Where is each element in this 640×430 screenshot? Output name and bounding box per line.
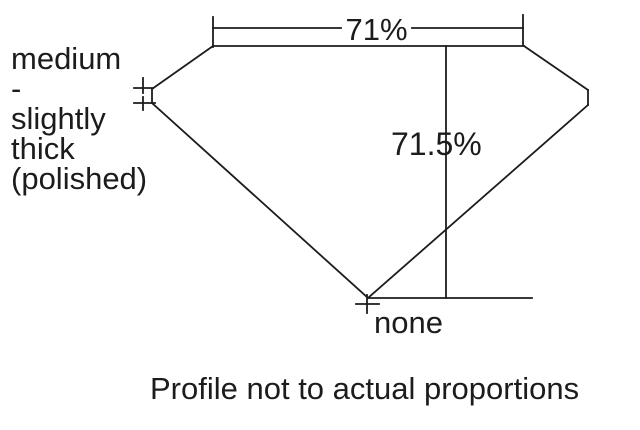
girdle-thickness-label: medium - slightly thick (polished) [11, 41, 148, 196]
pavilion-line-left [150, 101, 370, 300]
girdle-label-line-1: medium [11, 41, 122, 76]
girdle-label-line-4: thick [11, 131, 75, 166]
depth-label: 71.5% [391, 126, 482, 162]
girdle-label-line-3: slightly [11, 101, 106, 136]
table-width-label: 71% [345, 12, 408, 47]
pavilion-line-right [366, 103, 590, 300]
diamond-outline [150, 44, 590, 300]
girdle-label-line-5: (polished) [11, 161, 148, 196]
girdle-label-line-2: - [11, 71, 22, 106]
crown-line-right [522, 44, 590, 92]
culet-tick-mark [355, 294, 380, 314]
crown-line-left [150, 44, 215, 91]
culet-label: none [374, 305, 443, 340]
girdle-tick-marks [133, 77, 156, 111]
table-width-bracket [212, 14, 524, 48]
caption: Profile not to actual proportions [150, 371, 580, 406]
